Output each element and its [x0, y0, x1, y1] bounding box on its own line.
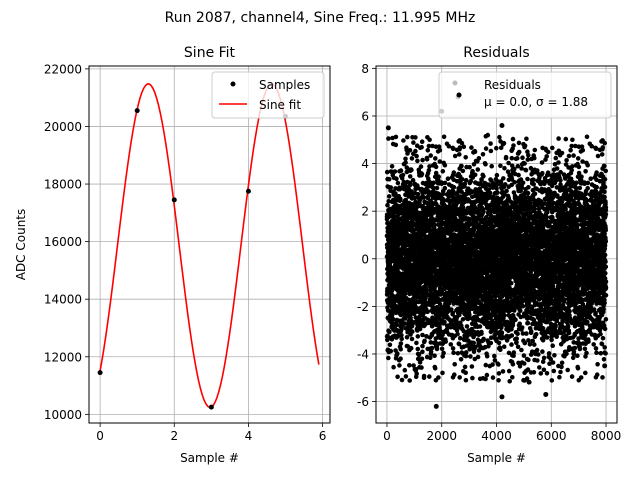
residuals-ytick-label: -6	[357, 395, 369, 409]
residual-outlier-point	[499, 394, 505, 400]
residuals-ytick-label: -4	[357, 347, 369, 361]
residuals-xlabel: Sample #	[467, 451, 526, 465]
sample-point	[208, 404, 214, 410]
sine-fit-ytick-label: 20000	[44, 120, 82, 134]
sine-fit-xlabel: Sample #	[180, 451, 239, 465]
sine-fit-panel: Sine Fit 0 2 4 6 10000 12000 14000 16000 18000 20…	[14, 45, 331, 465]
residuals-ytick-label: 2	[361, 205, 369, 219]
residuals-ytick-label: 4	[361, 157, 369, 171]
sine-fit-ytick-label: 16000	[44, 235, 82, 249]
sample-point	[245, 188, 251, 194]
residuals-ticks: 0 2000 4000 6000 8000 -6 -4 -2 0 2 4 6 8	[357, 62, 621, 443]
figure-suptitle: Run 2087, channel4, Sine Freq.: 11.995 M…	[165, 10, 476, 26]
legend-residuals-stats: μ = 0.0, σ = 1.88	[484, 95, 588, 109]
sine-fit-xtick-label: 6	[319, 429, 327, 443]
residuals-ytick-label: 8	[361, 62, 369, 76]
residuals-xtick-label: 6000	[536, 429, 567, 443]
residuals-ytick-label: 6	[361, 109, 369, 123]
sine-fit-ytick-label: 22000	[44, 62, 82, 76]
residuals-ytick-label: -2	[357, 300, 369, 314]
legend-sine-fit-label: Sine fit	[259, 98, 301, 112]
sine-fit-plot-area	[97, 83, 320, 410]
residual-outlier-point	[543, 391, 549, 397]
sine-fit-ytick-label: 12000	[44, 350, 82, 364]
residual-outlier-point	[433, 403, 439, 409]
sine-fit-curve	[99, 83, 320, 409]
residual-outlier-point	[499, 123, 505, 128]
legend-residuals-marker-2	[456, 92, 462, 98]
residual-points	[384, 132, 609, 385]
residuals-ytick-label: 0	[361, 252, 369, 266]
sine-fit-ytick-label: 10000	[44, 408, 82, 422]
residuals-legend-box	[438, 71, 612, 119]
sine-fit-legend: Samples Sine fit	[211, 71, 325, 119]
sample-point	[134, 108, 140, 114]
sine-fit-xtick-label: 2	[170, 429, 178, 443]
sine-fit-title: Sine Fit	[184, 45, 236, 61]
residual-outlier-point	[385, 125, 391, 131]
sine-fit-grid	[89, 66, 330, 423]
residuals-xtick-label: 8000	[591, 429, 622, 443]
sine-fit-ytick-label: 14000	[44, 293, 82, 307]
sine-fit-axes-frame	[88, 65, 331, 424]
sample-point	[171, 197, 177, 203]
legend-samples-marker	[230, 81, 236, 87]
residuals-xtick-label: 2000	[426, 429, 457, 443]
sine-fit-xtick-label: 4	[245, 429, 253, 443]
sine-fit-ytick-label: 18000	[44, 178, 82, 192]
sine-fit-xtick-label: 0	[96, 429, 104, 443]
residuals-panel: Residuals 0 2000 4000 6000 8000 -6 -4 -2 0 2 4 6 8 S…	[357, 45, 621, 465]
legend-samples-label: Samples	[259, 78, 310, 92]
sine-fit-ylabel: ADC Counts	[14, 209, 28, 281]
residual-outlier-point	[602, 363, 608, 369]
residuals-xtick-label: 0	[383, 429, 391, 443]
legend-residuals-marker	[452, 80, 458, 86]
residuals-legend: Residuals μ = 0.0, σ = 1.88	[438, 71, 612, 119]
sine-fit-ticks: 0 2 4 6 10000 12000 14000 16000 18000 20000 22000	[44, 62, 327, 443]
legend-residuals-label: Residuals	[484, 78, 541, 92]
residuals-xtick-label: 4000	[481, 429, 512, 443]
residuals-title: Residuals	[463, 45, 529, 61]
sample-point	[97, 370, 103, 376]
sine-fit-legend-box	[211, 71, 325, 119]
